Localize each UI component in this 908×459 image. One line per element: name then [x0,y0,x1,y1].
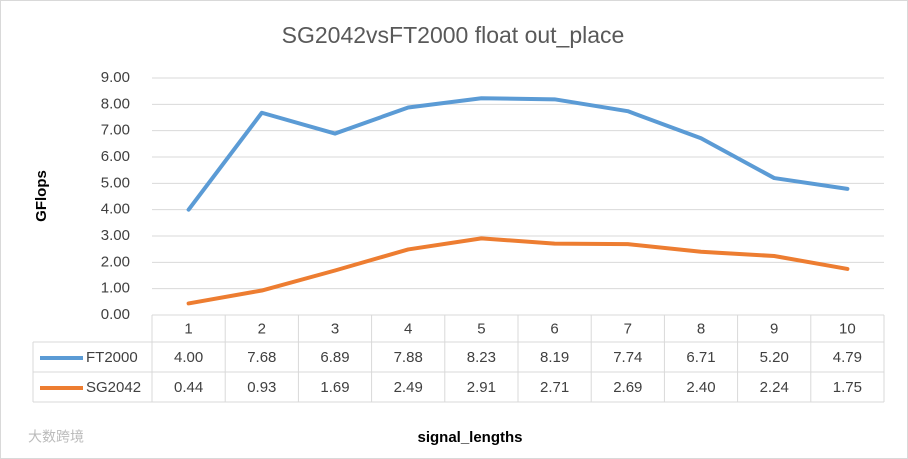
table-value: 0.44 [174,379,203,396]
y-tick-label: 3.00 [101,227,130,244]
watermark: 大数跨境 [28,429,84,445]
table-value: 2.71 [540,379,569,396]
table-value: 2.49 [394,379,423,396]
x-tick-label: 1 [184,320,192,337]
x-axis-label: signal_lengths [417,429,522,446]
legend-label: FT2000 [86,349,138,366]
table-value: 8.23 [467,349,496,366]
table-value: 2.69 [613,379,642,396]
legend-label: SG2042 [86,379,141,396]
y-tick-label: 4.00 [101,201,130,218]
table-value: 1.75 [833,379,862,396]
y-tick-label: 7.00 [101,122,130,139]
x-tick-label: 4 [404,320,412,337]
table-value: 0.93 [247,379,276,396]
table-value: 8.19 [540,349,569,366]
x-tick-label: 3 [331,320,339,337]
x-tick-label: 6 [550,320,558,337]
y-tick-label: 0.00 [101,306,130,323]
table-value: 2.40 [686,379,715,396]
y-tick-label: 5.00 [101,174,130,191]
table-value: 4.00 [174,349,203,366]
table-value: 2.91 [467,379,496,396]
chart-title: SG2042vsFT2000 float out_place [282,22,625,48]
y-tick-label: 9.00 [101,69,130,86]
x-tick-label: 10 [839,320,856,337]
table-value: 7.74 [613,349,642,366]
table-value: 2.24 [760,379,789,396]
table-value: 7.68 [247,349,276,366]
y-tick-label: 8.00 [101,95,130,112]
y-tick-label: 1.00 [101,280,130,297]
series-line [186,236,850,306]
x-tick-label: 5 [477,320,485,337]
y-axis-label: GFlops [33,170,50,222]
table-value: 4.79 [833,349,862,366]
table-value: 6.71 [686,349,715,366]
table-value: 6.89 [320,349,349,366]
table-value: 1.69 [320,379,349,396]
x-tick-label: 2 [258,320,266,337]
x-tick-label: 9 [770,320,778,337]
x-tick-label: 8 [697,320,705,337]
table-value: 7.88 [394,349,423,366]
x-tick-label: 7 [624,320,632,337]
series-line [186,96,850,212]
table-value: 5.20 [760,349,789,366]
y-tick-label: 6.00 [101,148,130,165]
y-tick-label: 2.00 [101,253,130,270]
